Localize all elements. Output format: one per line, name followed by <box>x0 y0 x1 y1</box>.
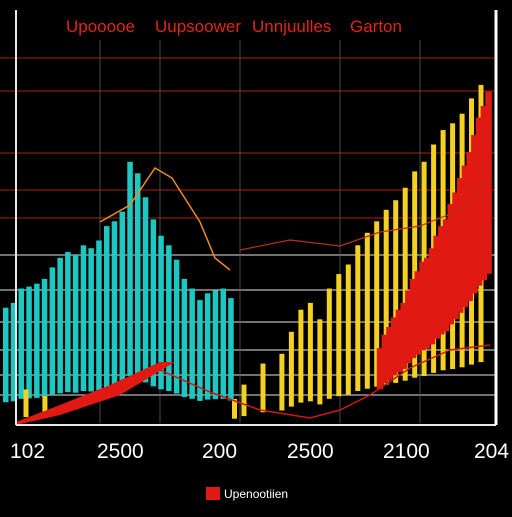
bar <box>127 161 133 376</box>
bar <box>65 252 71 393</box>
bar <box>374 221 380 387</box>
bar <box>433 235 440 339</box>
bar <box>104 226 110 388</box>
bar <box>96 240 102 391</box>
bar <box>345 264 351 395</box>
bar <box>475 117 483 286</box>
plot-frame <box>15 10 498 426</box>
bar <box>57 257 63 394</box>
bar <box>119 211 125 385</box>
bar <box>409 278 417 359</box>
trend-lines <box>99 166 491 419</box>
bar <box>135 173 141 379</box>
title-part: Upooooe <box>66 17 135 36</box>
bar <box>390 317 398 376</box>
bar <box>438 226 445 335</box>
bar <box>298 309 304 403</box>
bar <box>42 396 48 419</box>
bar <box>232 399 237 419</box>
bar <box>150 219 157 387</box>
bar <box>23 389 29 417</box>
bar <box>447 204 454 325</box>
bar <box>326 288 332 399</box>
trend-line <box>159 344 491 419</box>
bar <box>307 302 313 402</box>
bar <box>317 319 323 405</box>
bar <box>364 232 370 389</box>
bar <box>381 334 388 384</box>
bar <box>72 254 79 393</box>
bar <box>471 134 478 294</box>
bar <box>80 245 87 391</box>
x-tick-label: 102 <box>10 440 45 463</box>
bar <box>158 235 164 390</box>
bar <box>442 219 450 332</box>
bar <box>466 152 473 302</box>
trend-line <box>239 177 491 251</box>
bar <box>279 353 285 411</box>
bar <box>228 298 234 401</box>
x-tick-label: 2500 <box>97 440 144 463</box>
trend-line <box>99 166 231 271</box>
bar <box>424 257 431 349</box>
x-tick-label: 204 <box>474 440 509 463</box>
bar <box>480 106 488 281</box>
bar <box>355 245 361 391</box>
bar <box>419 261 426 351</box>
bar <box>220 288 226 399</box>
bar <box>288 331 294 407</box>
legend: Upenootiien <box>206 487 288 501</box>
bar <box>142 197 149 383</box>
title-part: Uupsoower <box>155 17 241 36</box>
bar <box>34 283 40 398</box>
bar <box>10 302 17 402</box>
bar <box>3 307 9 403</box>
bar <box>166 245 172 391</box>
bar <box>405 290 412 364</box>
bar <box>393 200 399 383</box>
x-axis-ticks: 102 2500 200 2500 2100 204 <box>10 440 509 463</box>
legend-swatch <box>206 487 220 500</box>
bar <box>204 293 211 400</box>
bar <box>88 248 94 392</box>
title-part: Garton <box>350 17 402 36</box>
chart-title: Upooooe Uupsoower Unnjuulles Garton <box>66 17 402 36</box>
bar <box>181 278 188 397</box>
bar <box>414 271 421 355</box>
bar <box>49 267 56 395</box>
bar <box>18 288 24 399</box>
bar <box>189 288 195 399</box>
bar <box>395 309 403 372</box>
x-tick-label: 2500 <box>287 440 334 463</box>
bar <box>457 178 464 313</box>
bar <box>485 91 492 274</box>
bar <box>383 209 389 385</box>
x-tick-label: 2100 <box>383 440 430 463</box>
bar <box>26 286 32 399</box>
base-area <box>16 362 175 425</box>
bar <box>452 192 459 320</box>
bar <box>336 274 342 397</box>
title-part: Unnjuulles <box>252 17 331 36</box>
bar <box>260 363 266 413</box>
bar <box>197 300 203 401</box>
bar <box>428 248 436 345</box>
bar <box>400 302 407 369</box>
bar <box>241 384 247 417</box>
x-tick-label: 200 <box>202 440 237 463</box>
bar <box>402 187 408 381</box>
bar <box>41 278 48 397</box>
bar <box>386 327 393 380</box>
legend-label: Upenootiien <box>224 487 288 501</box>
bar <box>173 259 180 394</box>
bars <box>3 84 492 425</box>
bar <box>212 290 219 400</box>
bar <box>461 165 469 308</box>
bar <box>376 348 384 390</box>
bar <box>111 221 118 387</box>
